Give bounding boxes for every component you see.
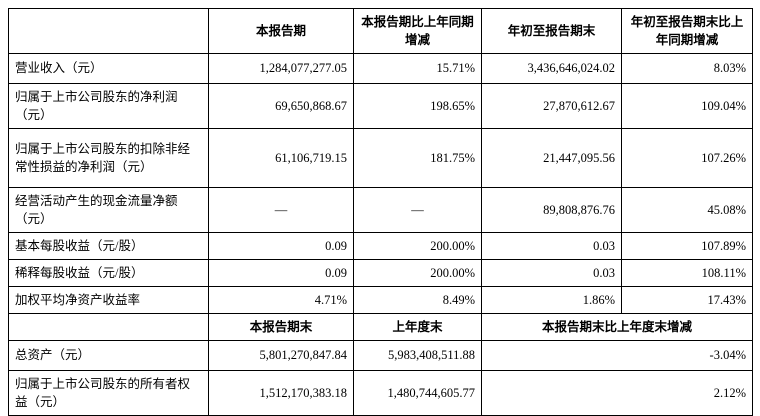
cell-value: 21,447,095.56 [481, 128, 622, 188]
header-empty-cell [8, 313, 209, 341]
cell-value-dash: — [208, 187, 354, 233]
table-row-diluted-eps: 稀释每股收益（元/股） 0.09 200.00% 0.03 108.11% [8, 259, 753, 287]
cell-value: 0.09 [208, 259, 354, 287]
cell-value: 17.43% [621, 286, 753, 314]
cell-value: 107.89% [621, 232, 753, 260]
cell-value: 8.49% [353, 286, 482, 314]
header-current-period: 本报告期 [208, 8, 354, 54]
header-year-to-date: 年初至报告期末 [481, 8, 622, 54]
cell-value-dash: — [353, 187, 482, 233]
row-label: 加权平均净资产收益率 [8, 286, 209, 314]
table-row-operating-cash-flow: 经营活动产生的现金流量净额（元） — — 89,808,876.76 45.08… [8, 187, 753, 233]
row-label: 经营活动产生的现金流量净额（元） [8, 187, 209, 233]
header-row-mid: 本报告期末 上年度末 本报告期末比上年度末增减 [8, 313, 753, 341]
cell-value: 200.00% [353, 232, 482, 260]
cell-value: 1.86% [481, 286, 622, 314]
cell-value: 45.08% [621, 187, 753, 233]
table-row-operating-revenue: 营业收入（元） 1,284,077,277.05 15.71% 3,436,64… [8, 53, 753, 84]
cell-value: 5,983,408,511.88 [353, 340, 482, 371]
cell-value: 107.26% [621, 128, 753, 188]
cell-value: 1,284,077,277.05 [208, 53, 354, 84]
cell-value: -3.04% [481, 340, 753, 371]
header-current-period-yoy-change: 本报告期比上年同期增减 [353, 8, 482, 54]
cell-value: 2.12% [481, 370, 753, 416]
header-end-of-prior-year: 上年度末 [353, 313, 482, 341]
cell-value: 181.75% [353, 128, 482, 188]
cell-value: 89,808,876.76 [481, 187, 622, 233]
table-row-net-profit-excl-nonrecurring: 归属于上市公司股东的扣除非经常性损益的净利润（元） 61,106,719.15 … [8, 128, 753, 188]
header-period-end-change: 本报告期末比上年度末增减 [481, 313, 753, 341]
header-year-to-date-yoy-change: 年初至报告期末比上年同期增减 [621, 8, 753, 54]
table-row-basic-eps: 基本每股收益（元/股） 0.09 200.00% 0.03 107.89% [8, 232, 753, 260]
row-label: 归属于上市公司股东的净利润（元） [8, 83, 209, 129]
table-row-total-assets: 总资产（元） 5,801,270,847.84 5,983,408,511.88… [8, 340, 753, 371]
cell-value: 5,801,270,847.84 [208, 340, 354, 371]
row-label: 归属于上市公司股东的扣除非经常性损益的净利润（元） [8, 128, 209, 188]
cell-value: 4.71% [208, 286, 354, 314]
cell-value: 198.65% [353, 83, 482, 129]
row-label: 基本每股收益（元/股） [8, 232, 209, 260]
cell-value: 15.71% [353, 53, 482, 84]
cell-value: 200.00% [353, 259, 482, 287]
cell-value: 1,512,170,383.18 [208, 370, 354, 416]
cell-value: 109.04% [621, 83, 753, 129]
cell-value: 108.11% [621, 259, 753, 287]
table-row-net-profit: 归属于上市公司股东的净利润（元） 69,650,868.67 198.65% 2… [8, 83, 753, 129]
cell-value: 27,870,612.67 [481, 83, 622, 129]
cell-value: 1,480,744,605.77 [353, 370, 482, 416]
header-end-of-period: 本报告期末 [208, 313, 354, 341]
cell-value: 0.03 [481, 232, 622, 260]
cell-value: 0.09 [208, 232, 354, 260]
header-empty-cell [8, 8, 209, 54]
row-label: 营业收入（元） [8, 53, 209, 84]
cell-value: 61,106,719.15 [208, 128, 354, 188]
table-row-owners-equity: 归属于上市公司股东的所有者权益（元） 1,512,170,383.18 1,48… [8, 370, 753, 416]
financial-summary-table: 本报告期 本报告期比上年同期增减 年初至报告期末 年初至报告期末比上年同期增减 … [8, 8, 753, 416]
cell-value: 0.03 [481, 259, 622, 287]
row-label: 总资产（元） [8, 340, 209, 371]
header-row-top: 本报告期 本报告期比上年同期增减 年初至报告期末 年初至报告期末比上年同期增减 [8, 8, 753, 54]
cell-value: 3,436,646,024.02 [481, 53, 622, 84]
cell-value: 8.03% [621, 53, 753, 84]
table-row-weighted-avg-roe: 加权平均净资产收益率 4.71% 8.49% 1.86% 17.43% [8, 286, 753, 314]
row-label: 归属于上市公司股东的所有者权益（元） [8, 370, 209, 416]
cell-value: 69,650,868.67 [208, 83, 354, 129]
row-label: 稀释每股收益（元/股） [8, 259, 209, 287]
